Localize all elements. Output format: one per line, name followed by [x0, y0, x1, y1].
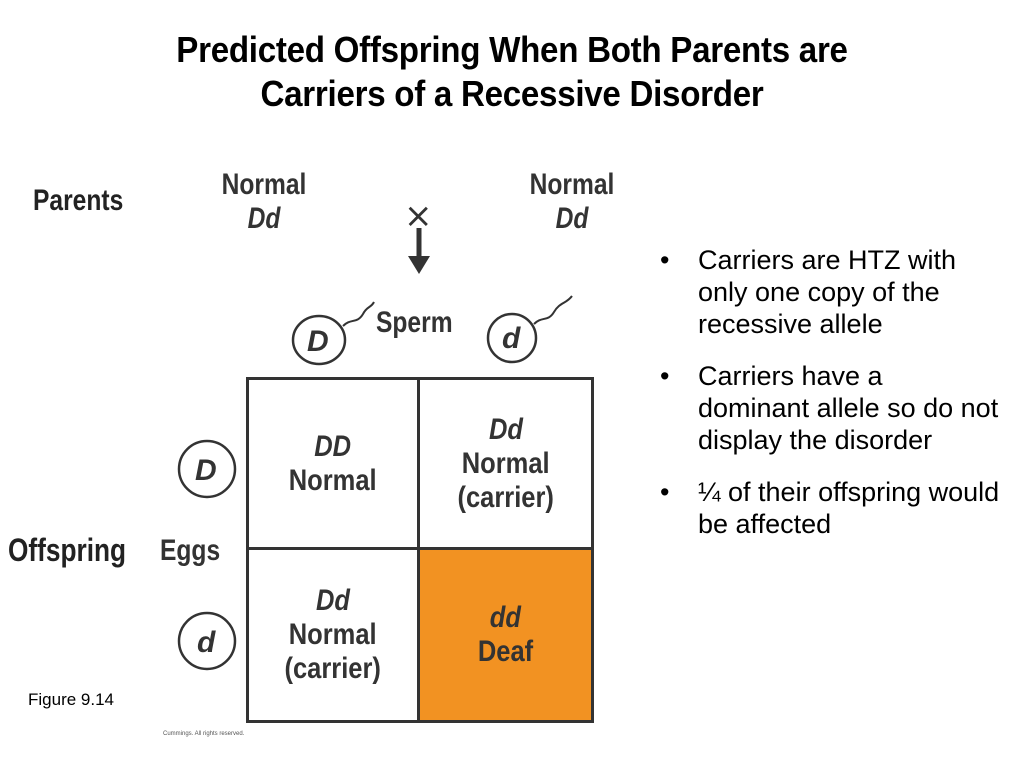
figure-label: Figure 9.14 [28, 690, 114, 709]
parent-right-phenotype: Normal [529, 168, 615, 201]
parent-left: Normal Dd [215, 168, 313, 236]
eggs-label: Eggs [160, 534, 221, 567]
parents-label: Parents [33, 184, 124, 217]
parent-left-genotype: Dd [247, 202, 281, 235]
punnett-cell-Dd-bottom: Dd Normal (carrier) [249, 550, 420, 720]
punnett-square: DD Normal Dd Normal (carrier) Dd Normal … [246, 377, 594, 723]
egg-allele-D: D [195, 454, 217, 487]
sperm-label: Sperm [376, 306, 453, 339]
cell-genotype: Dd [316, 584, 350, 617]
bullet-item: ¼ of their offspring would be affected [660, 476, 1000, 540]
bullet-item: Carriers are HTZ with only one copy of t… [660, 244, 1000, 340]
slide-title: Predicted Offspring When Both Parents ar… [78, 28, 946, 116]
cell-phenotype: Deaf [477, 635, 534, 668]
cell-note: (carrier) [457, 480, 554, 514]
punnett-cell-dd: dd Deaf [420, 550, 591, 720]
sperm-D-icon: D [291, 301, 375, 366]
sperm-allele-d: d [502, 322, 521, 355]
cell-phenotype: Normal [461, 446, 550, 480]
cell-phenotype: Normal [289, 618, 377, 651]
sperm-d-icon: d [486, 295, 573, 364]
punnett-cell-DD: DD Normal [249, 380, 420, 550]
bullet-item: Carriers have a dominant allele so do no… [660, 360, 1000, 456]
punnett-cell-Dd-top: Dd Normal (carrier) [420, 380, 591, 550]
cell-genotype: Dd [488, 412, 523, 446]
cell-genotype: dd [489, 601, 522, 634]
egg-allele-d: d [197, 626, 216, 659]
title-line-1: Predicted Offspring When Both Parents ar… [176, 29, 848, 70]
down-arrow-icon [408, 228, 430, 274]
bullet-list: Carriers are HTZ with only one copy of t… [660, 244, 1000, 560]
parent-left-phenotype: Normal [221, 168, 307, 201]
cell-phenotype: Normal [289, 463, 377, 497]
copyright-credit: Cummings. All rights reserved. [163, 731, 245, 737]
sperm-allele-D: D [307, 325, 329, 358]
cell-genotype: DD [314, 429, 352, 463]
parent-right-genotype: Dd [555, 202, 589, 235]
parent-right: Normal Dd [523, 168, 621, 236]
egg-d-icon: d [177, 611, 237, 671]
egg-D-icon: D [177, 439, 237, 499]
offspring-label: Offspring [8, 532, 127, 568]
title-line-2: Carriers of a Recessive Disorder [260, 73, 764, 114]
cell-note: (carrier) [284, 652, 382, 685]
